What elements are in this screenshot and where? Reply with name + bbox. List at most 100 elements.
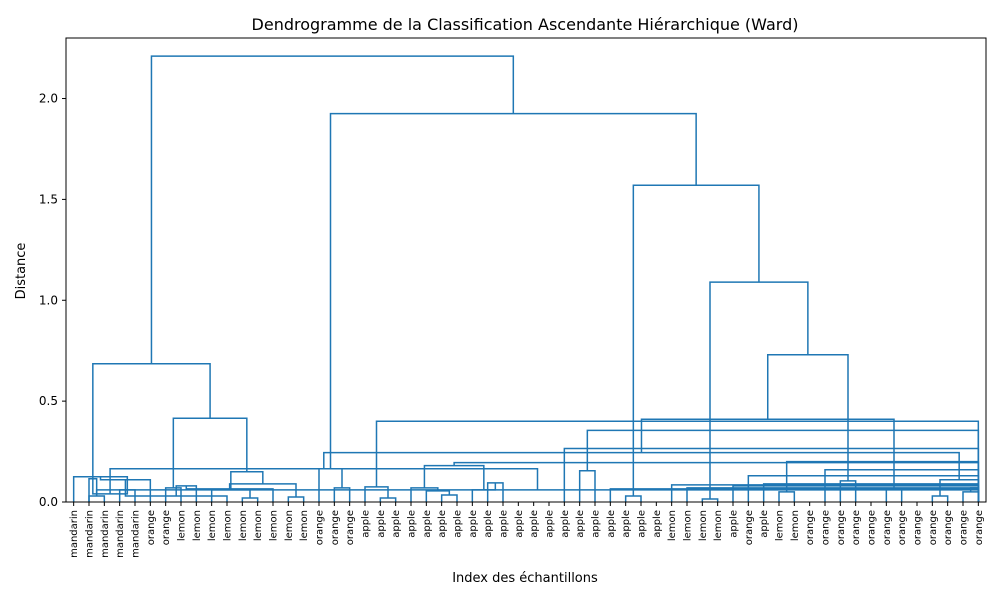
leaf-label: apple (591, 510, 602, 538)
leaf-label: orange (744, 510, 755, 545)
dendrogram-link (425, 490, 451, 502)
leaf-label: lemon (790, 510, 801, 541)
leaf-label: lemon (284, 510, 295, 541)
leaf-label: orange (928, 510, 939, 545)
leaf-label: apple (621, 510, 632, 538)
leaf-label: apple (376, 510, 387, 538)
x-axis-label: Index des échantillons (452, 571, 598, 586)
leaf-label: orange (897, 510, 908, 545)
leaf-label: orange (943, 510, 954, 545)
dendrogram-link (185, 485, 274, 502)
leaf-label: apple (468, 510, 479, 538)
y-axis-label: Distance (14, 243, 29, 300)
leaf-label: apple (560, 510, 571, 538)
y-tick-label: 2.0 (39, 92, 58, 106)
leaf-label: apple (391, 510, 402, 538)
leaf-label: apple (637, 510, 648, 538)
leaf-label: mandarin (69, 510, 80, 558)
dendrogram-link (323, 451, 960, 480)
dendrogram-link (640, 418, 895, 489)
dendrogram-link (287, 496, 305, 502)
dendrogram-link (962, 491, 980, 502)
dendrogram-link (931, 495, 949, 502)
leaf-label: lemon (299, 510, 310, 541)
x-tick-labels: mandarin mandarin mandarin mandarin mandarin… (69, 502, 985, 558)
dendrogram-link (329, 112, 697, 469)
dendrogram-link (364, 486, 389, 502)
leaf-label: apple (575, 510, 586, 538)
leaf-label: lemon (192, 510, 203, 541)
leaf-label: mandarin (85, 510, 96, 558)
leaf-label: lemon (698, 510, 709, 541)
dendrogram-link (785, 460, 980, 502)
dendrogram-link (241, 497, 259, 502)
leaf-label: orange (851, 510, 862, 545)
leaf-label: lemon (207, 510, 218, 541)
axes-frame (65, 37, 987, 503)
y-tick-label: 0.5 (39, 394, 58, 408)
leaf-label: apple (453, 510, 464, 538)
dendrogram-link (885, 488, 903, 502)
dendrogram-link (230, 470, 264, 490)
leaf-label: apple (407, 510, 418, 538)
leaf-label: orange (959, 510, 970, 545)
leaf-label: lemon (223, 510, 234, 541)
dendrogram-link (578, 469, 596, 502)
dendrogram-link (440, 494, 458, 502)
dendrogram-link (423, 464, 485, 490)
dendrogram-link (709, 281, 809, 499)
y-tick-label: 1.5 (39, 192, 58, 206)
leaf-label: orange (974, 510, 985, 545)
dendrogram-link (124, 479, 228, 502)
dendrogram-link (379, 497, 397, 502)
leaf-label: lemon (775, 510, 786, 541)
leaf-label: apple (652, 510, 663, 538)
leaf-label: apple (545, 510, 556, 538)
leaf-label: apple (514, 510, 525, 538)
dendrogram-link (92, 363, 211, 479)
leaf-label: apple (606, 510, 617, 538)
leaf-label: orange (821, 510, 832, 545)
leaf-label: lemon (238, 510, 249, 541)
leaf-label: apple (499, 510, 510, 538)
leaf-label: mandarin (115, 510, 126, 558)
leaf-label: apple (759, 510, 770, 538)
leaf-label: orange (836, 510, 847, 545)
leaf-label: lemon (177, 510, 188, 541)
links-layer (72, 55, 980, 502)
dendrogram-link (624, 495, 642, 502)
leaf-label: apple (422, 510, 433, 538)
dendrogram-link (172, 417, 248, 488)
leaf-label: lemon (667, 510, 678, 541)
y-tick-label: 0.0 (39, 495, 58, 509)
leaf-label: orange (882, 510, 893, 545)
leaf-label: mandarin (100, 510, 111, 558)
leaf-label: apple (529, 510, 540, 538)
leaf-label: mandarin (131, 510, 142, 558)
leaf-label: orange (345, 510, 356, 545)
dendrogram-link (150, 55, 515, 364)
leaf-label: orange (913, 510, 924, 545)
dendrogram-link (701, 498, 719, 502)
leaf-label: lemon (269, 510, 280, 541)
dendrogram-link (778, 491, 796, 502)
leaf-label: orange (146, 510, 157, 545)
leaf-label: lemon (683, 510, 694, 541)
leaf-label: orange (805, 510, 816, 545)
leaf-label: apple (437, 510, 448, 538)
y-tick-label: 1.0 (39, 293, 58, 307)
leaf-label: orange (330, 510, 341, 545)
leaf-label: lemon (253, 510, 264, 541)
chart-title: Dendrogramme de la Classification Ascend… (252, 15, 799, 34)
leaf-label: orange (867, 510, 878, 545)
leaf-label: apple (361, 510, 372, 538)
dendrogram-link (586, 429, 980, 502)
dendrogram-link (318, 467, 343, 502)
leaf-label: orange (161, 510, 172, 545)
leaf-label: apple (729, 510, 740, 538)
leaf-label: orange (315, 510, 326, 545)
y-ticks: 0.0 0.5 1.0 1.5 2.0 (39, 92, 66, 509)
leaf-label: lemon (713, 510, 724, 541)
